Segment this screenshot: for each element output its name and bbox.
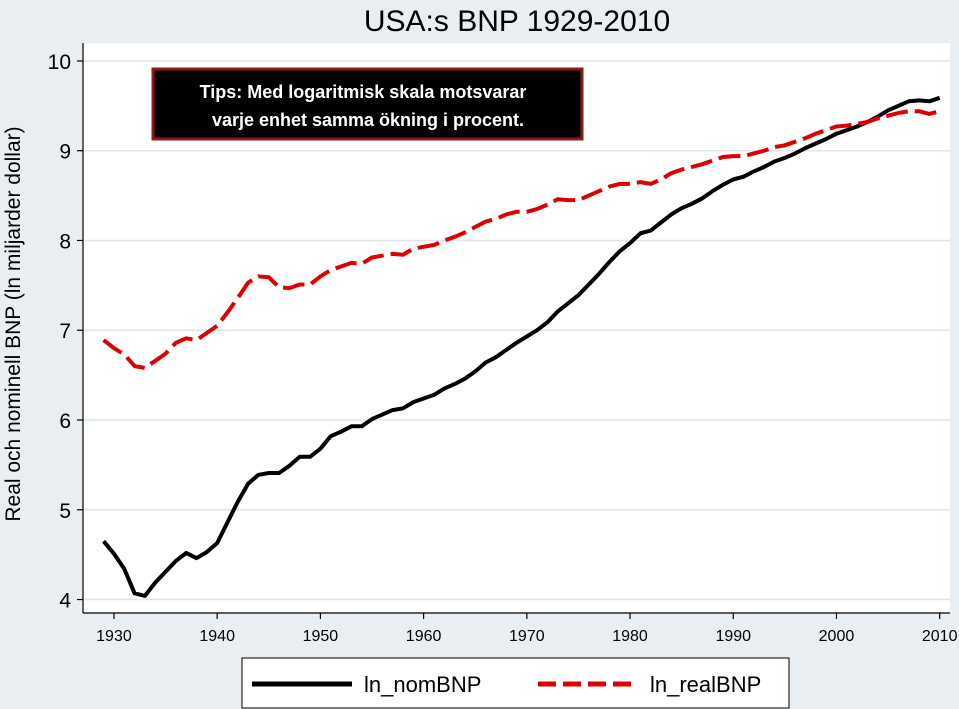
y-tick-label: 5 <box>59 500 71 523</box>
x-tick-label: 1970 <box>509 628 545 645</box>
legend: ln_nomBNP ln_realBNP <box>241 657 790 709</box>
annotation-line-2: varje enhet samma ökning i procent. <box>212 110 524 130</box>
x-tick-label: 2000 <box>819 628 855 645</box>
grid-lines <box>83 60 950 601</box>
legend-label-nom: ln_nomBNP <box>364 672 481 697</box>
y-tick-label: 8 <box>59 230 71 253</box>
x-tick-label: 1950 <box>303 628 339 645</box>
y-axis-title: Real och nominell BNP (ln miljarder doll… <box>2 126 25 521</box>
axis-ticks: 4 5 6 7 8 9 10 1930 1940 1950 1960 1970 1980 1990 2000… <box>48 51 958 645</box>
x-tick-label: 1940 <box>199 628 235 645</box>
series-lines <box>102 95 941 598</box>
y-tick-label: 6 <box>59 410 71 433</box>
x-tick-label: 2010 <box>922 628 958 645</box>
series-line-ln_nomBNP <box>102 95 941 598</box>
series-line-ln_realBNP <box>102 109 941 370</box>
x-tick-label: 1980 <box>612 628 648 645</box>
y-tick-label: 7 <box>59 320 71 343</box>
annotation-box: Tips: Med logaritmisk skala motsvarar va… <box>151 67 584 141</box>
chart-title: USA:s BNP 1929-2010 <box>364 5 670 38</box>
x-tick-label: 1960 <box>406 628 442 645</box>
legend-label-real: ln_realBNP <box>650 672 761 697</box>
y-tick-label: 4 <box>59 590 71 613</box>
annotation-line-1: Tips: Med logaritmisk skala motsvarar <box>200 82 527 102</box>
y-tick-label: 10 <box>48 51 71 74</box>
annotation-background <box>151 67 584 141</box>
x-tick-label: 1930 <box>96 628 132 645</box>
y-tick-label: 9 <box>59 141 71 164</box>
x-tick-label: 1990 <box>715 628 751 645</box>
